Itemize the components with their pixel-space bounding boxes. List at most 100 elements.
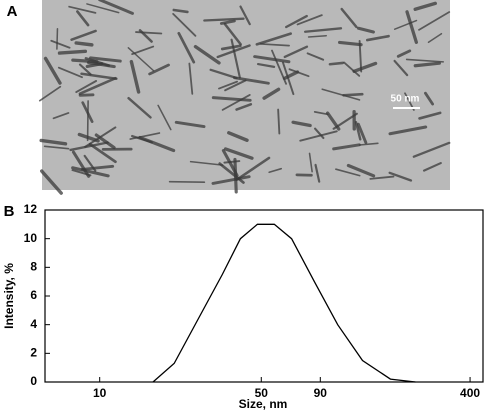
nanorod: [57, 66, 83, 79]
nanorod: [227, 131, 249, 142]
nanorod: [340, 7, 358, 29]
nanorod: [219, 19, 236, 25]
nanorod: [211, 175, 251, 185]
nanorod: [50, 39, 71, 49]
nanorod: [262, 87, 281, 100]
nanorod: [405, 10, 419, 44]
nanorod: [218, 162, 245, 184]
nanorod: [80, 72, 118, 81]
nanorod: [221, 94, 251, 111]
nanorod: [343, 61, 361, 77]
nanorod: [177, 31, 196, 64]
nanorod: [135, 31, 163, 35]
nanorod: [393, 59, 409, 77]
nanorod: [337, 40, 363, 47]
x-tick-label: 400: [460, 386, 480, 400]
nanorod: [94, 133, 116, 150]
y-tick-label: 6: [30, 288, 37, 302]
nanorod: [57, 49, 88, 55]
nanorod: [413, 1, 437, 11]
x-tick-label: 10: [93, 386, 107, 400]
x-tick-label: 50: [255, 386, 269, 400]
nanorod: [71, 169, 92, 177]
nanorod: [308, 152, 313, 173]
nanorod: [299, 130, 338, 142]
nanorod: [223, 147, 254, 160]
nanorod: [388, 171, 413, 182]
nanorod: [418, 111, 442, 120]
nanorod: [296, 14, 323, 26]
y-axis-label: Intensity, %: [2, 263, 16, 329]
panel-label: B: [4, 203, 15, 220]
nanorod: [129, 132, 161, 140]
nanorod: [413, 61, 441, 68]
nanorod: [239, 5, 251, 26]
nanorod: [393, 19, 418, 30]
nanorod: [422, 161, 442, 172]
y-tick-label: 12: [24, 202, 38, 216]
nanorod: [283, 45, 309, 59]
nanorod: [332, 143, 361, 151]
nanorod: [84, 57, 111, 67]
nanorod: [52, 112, 70, 120]
nanorod: [127, 47, 155, 72]
nanorod: [78, 76, 117, 96]
nanorod: [303, 27, 343, 33]
nanorod: [369, 175, 395, 180]
nanorod: [88, 56, 122, 63]
nanorod: [220, 44, 242, 51]
nanorod: [209, 68, 238, 80]
nanorod: [277, 108, 281, 135]
nanorod: [418, 11, 451, 31]
nanorod: [223, 22, 242, 46]
nanorod: [43, 145, 70, 150]
nanorod: [71, 166, 110, 178]
nanorod: [388, 125, 428, 136]
nanorod: [285, 14, 308, 29]
nanorod: [38, 85, 62, 102]
nanorod: [77, 132, 100, 143]
nanorod: [335, 168, 361, 177]
nanorod: [356, 26, 375, 34]
nanorod: [235, 156, 271, 182]
nanorod: [365, 34, 390, 42]
nanorod: [98, 0, 134, 15]
nanorod: [211, 96, 252, 102]
nanorod: [172, 8, 189, 14]
x-axis-label: Size, nm: [239, 397, 288, 411]
nanorod: [188, 62, 194, 95]
nanorod: [235, 103, 253, 111]
nanorod: [157, 104, 172, 131]
nanorod: [127, 96, 152, 119]
nanorod: [223, 160, 241, 164]
panel-label: A: [7, 3, 18, 20]
nanorod: [70, 29, 97, 42]
nanorod: [193, 44, 221, 65]
nanorod: [427, 32, 443, 44]
scale-bar-label: 50 nm: [391, 94, 420, 105]
nanorod: [69, 141, 109, 152]
nanorod: [174, 120, 206, 129]
nanorod: [314, 127, 325, 140]
nanorod: [203, 17, 245, 22]
nanorod: [40, 169, 63, 195]
nanorod: [259, 43, 290, 47]
nanorod: [218, 80, 238, 90]
nanorod: [342, 92, 364, 97]
nanorod: [189, 160, 224, 166]
nanorod: [325, 111, 341, 131]
nanorod: [405, 58, 445, 63]
nanorod: [129, 59, 141, 94]
nanorod: [75, 80, 98, 94]
nanorod: [232, 76, 270, 85]
size-distribution-line: [152, 223, 416, 383]
nanorod: [346, 163, 376, 178]
nanorod: [68, 5, 97, 14]
nanorod: [282, 70, 300, 81]
y-tick-label: 8: [30, 260, 37, 274]
nanorod: [131, 134, 153, 144]
nanorod: [358, 142, 379, 146]
nanorod: [76, 10, 90, 27]
nanorods: [38, 0, 451, 195]
